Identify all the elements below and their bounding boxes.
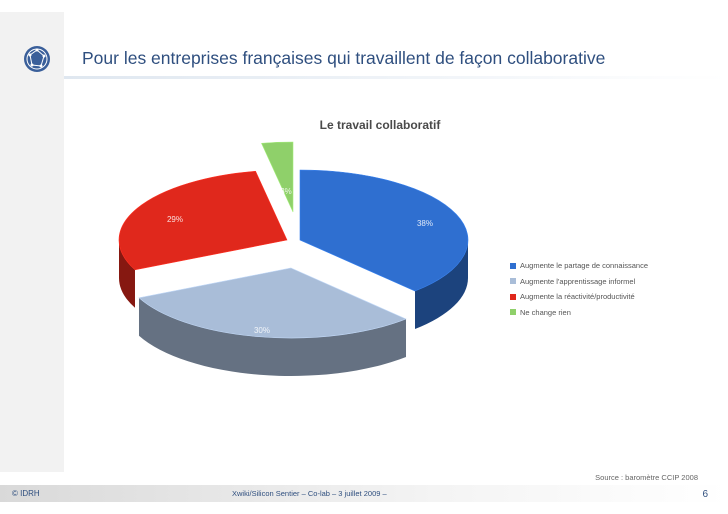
footer-copyright: © IDRH	[12, 489, 40, 498]
legend-item-1: Augmente l'apprentissage informel	[510, 274, 648, 290]
idrh-logo-icon	[24, 46, 50, 72]
legend-label-0: Augmente le partage de connaissance	[520, 261, 649, 271]
chart-title: Le travail collaboratif	[319, 118, 441, 132]
chart-legend: Augmente le partage de connaissance Augme…	[510, 258, 648, 320]
legend-label-3: Ne change rien	[520, 307, 571, 317]
pie-slice-1	[138, 267, 407, 339]
pie-value-label-2: 29%	[167, 215, 183, 224]
pie-slice-0	[299, 169, 469, 292]
pie-value-label-3: 3%	[280, 187, 292, 196]
page-number: 6	[702, 489, 708, 500]
footer-bar	[0, 485, 728, 502]
legend-item-3: Ne change rien	[510, 305, 648, 321]
footer-event: Xwiki/Silicon Sentier – Co-lab – 3 juill…	[232, 489, 387, 498]
legend-swatch-0	[510, 262, 516, 269]
pie-slice-side-2	[119, 240, 135, 308]
pie-slice-side-1	[138, 297, 407, 376]
legend-label-1: Augmente l'apprentissage informel	[520, 276, 636, 286]
legend-item-0: Augmente le partage de connaissance	[510, 258, 648, 274]
legend-swatch-2	[510, 293, 516, 300]
source-note: Source : baromètre CCIP 2008	[595, 473, 698, 482]
title-rule	[64, 76, 728, 79]
legend-label-2: Augmente la réactivité/productivité	[520, 292, 635, 302]
pie-slice-3	[261, 141, 294, 213]
pie-value-label-0: 38%	[417, 219, 433, 228]
side-bar	[0, 12, 64, 472]
pie-value-label-1: 30%	[254, 326, 270, 335]
pie-slice-2	[118, 170, 288, 271]
pie-slice-side-0	[415, 240, 468, 330]
legend-swatch-3	[510, 309, 516, 316]
legend-swatch-1	[510, 278, 516, 285]
legend-item-2: Augmente la réactivité/productivité	[510, 289, 648, 305]
slide-title: Pour les entreprises françaises qui trav…	[82, 48, 606, 68]
